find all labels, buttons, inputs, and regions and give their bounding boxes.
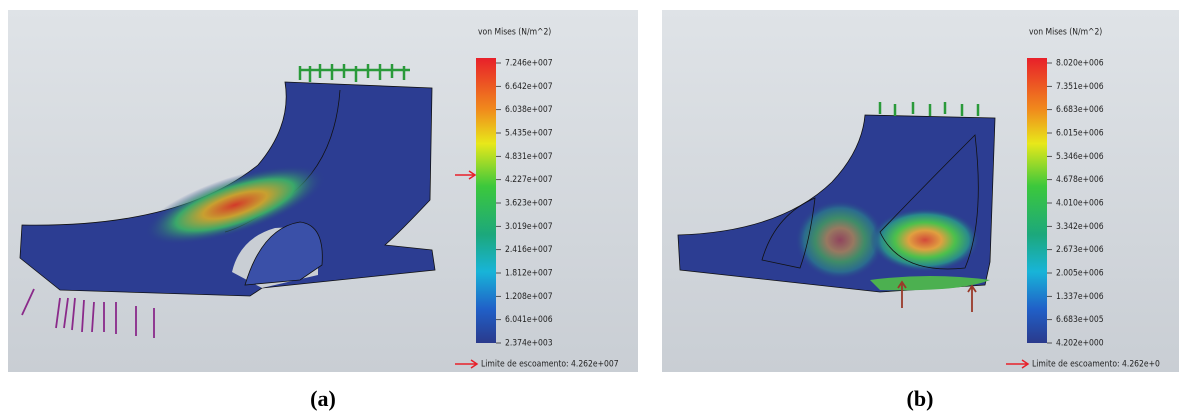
scale-label: 3.342e+006 xyxy=(1056,222,1104,232)
color-bar xyxy=(1027,58,1047,343)
caption: (a) xyxy=(310,386,336,411)
scale-label: 4.831e+007 xyxy=(505,152,553,162)
scale-label: 6.015e+006 xyxy=(1056,129,1104,139)
yield-label: Limite de escoamento: 4.262e+007 xyxy=(481,360,619,370)
scale-label: 6.642e+007 xyxy=(505,82,553,92)
stress-hotspot xyxy=(870,208,980,272)
scale-label: 5.435e+007 xyxy=(505,129,553,139)
scale-label: 1.812e+007 xyxy=(505,269,553,279)
legend-title: von Mises (N/m^2) xyxy=(1029,28,1102,38)
caption: (b) xyxy=(907,386,934,411)
scale-label: 4.227e+007 xyxy=(505,175,553,185)
scale-label: 6.683e+005 xyxy=(1056,315,1104,325)
scale-label: 3.019e+007 xyxy=(505,222,553,232)
scale-label: 2.673e+006 xyxy=(1056,245,1104,255)
scale-label: 4.010e+006 xyxy=(1056,199,1104,209)
panel-b: von Mises (N/m^2) Limite de escoamento: … xyxy=(662,10,1179,372)
scale-label: 2.374e+003 xyxy=(505,339,553,349)
scale-label: 5.346e+006 xyxy=(1056,152,1104,162)
scale-label: 3.623e+007 xyxy=(505,199,553,209)
yield-label: Limite de escoamento: 4.262e+0 xyxy=(1032,360,1160,370)
scale-label: 6.041e+006 xyxy=(505,315,553,325)
scale-label: 7.351e+006 xyxy=(1056,82,1104,92)
scale-label: 4.202e+000 xyxy=(1056,339,1104,349)
figure: von Mises (N/m^2) Limite de escoamento: … xyxy=(0,0,1179,419)
scale-label: 2.005e+006 xyxy=(1056,269,1104,279)
scale-label: 6.038e+007 xyxy=(505,105,553,115)
scale-label: 4.678e+006 xyxy=(1056,175,1104,185)
scale-label: 8.020e+006 xyxy=(1056,59,1104,69)
color-bar xyxy=(476,58,496,343)
legend-title: von Mises (N/m^2) xyxy=(478,28,551,38)
scale-label: 7.246e+007 xyxy=(505,59,553,69)
scale-label: 6.683e+006 xyxy=(1056,105,1104,115)
scale-label: 1.208e+007 xyxy=(505,292,553,302)
scale-label: 1.337e+006 xyxy=(1056,292,1104,302)
scale-label: 2.416e+007 xyxy=(505,245,553,255)
